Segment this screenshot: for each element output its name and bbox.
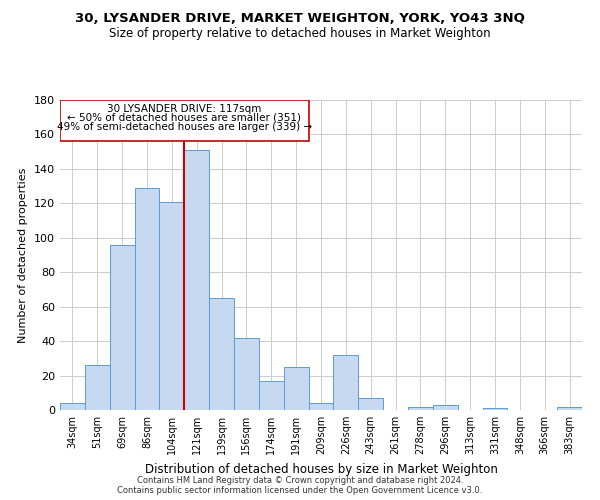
Bar	[482, 408, 508, 410]
Y-axis label: Number of detached properties: Number of detached properties	[19, 168, 28, 342]
Text: ← 50% of detached houses are smaller (351): ← 50% of detached houses are smaller (35…	[67, 113, 301, 123]
Bar	[209, 298, 234, 410]
Bar	[134, 188, 160, 410]
Bar	[408, 406, 433, 410]
Bar	[284, 367, 308, 410]
Text: 30 LYSANDER DRIVE: 117sqm: 30 LYSANDER DRIVE: 117sqm	[107, 104, 262, 115]
FancyBboxPatch shape	[60, 100, 308, 141]
Bar	[234, 338, 259, 410]
Text: 49% of semi-detached houses are larger (339) →: 49% of semi-detached houses are larger (…	[57, 122, 312, 132]
Bar	[85, 365, 110, 410]
Text: 30, LYSANDER DRIVE, MARKET WEIGHTON, YORK, YO43 3NQ: 30, LYSANDER DRIVE, MARKET WEIGHTON, YOR…	[75, 12, 525, 26]
Bar	[433, 405, 458, 410]
Text: Contains public sector information licensed under the Open Government Licence v3: Contains public sector information licen…	[118, 486, 482, 495]
X-axis label: Distribution of detached houses by size in Market Weighton: Distribution of detached houses by size …	[145, 462, 497, 475]
Bar	[358, 398, 383, 410]
Text: Contains HM Land Registry data © Crown copyright and database right 2024.: Contains HM Land Registry data © Crown c…	[137, 476, 463, 485]
Bar	[110, 244, 134, 410]
Bar	[557, 406, 582, 410]
Bar	[60, 403, 85, 410]
Text: Size of property relative to detached houses in Market Weighton: Size of property relative to detached ho…	[109, 28, 491, 40]
Bar	[160, 202, 184, 410]
Bar	[334, 355, 358, 410]
Bar	[308, 403, 334, 410]
Bar	[184, 150, 209, 410]
Bar	[259, 380, 284, 410]
